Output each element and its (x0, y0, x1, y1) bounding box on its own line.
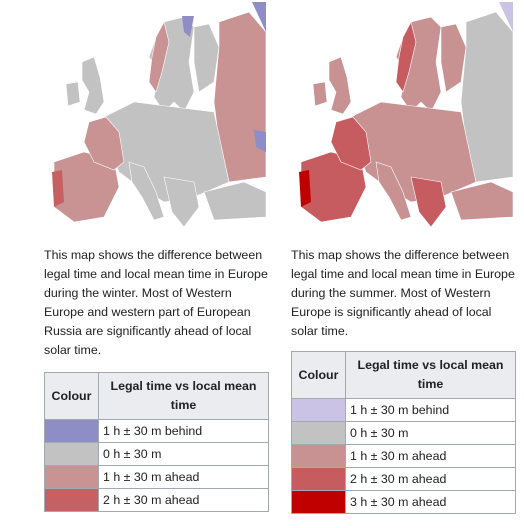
legend-row: 1 h ± 30 m behind (44, 419, 269, 443)
legend-label: 2 h ± 30 m ahead (345, 467, 516, 491)
legend-row: 1 h ± 30 m ahead (44, 465, 269, 489)
summer-europe-map[interactable] (291, 2, 513, 238)
colour-header: Colour (44, 372, 99, 420)
winter-europe-map[interactable] (44, 2, 266, 238)
colour-swatch (44, 419, 99, 443)
legal-time-header: Legal time vs local mean time (98, 372, 269, 420)
colour-swatch (291, 398, 346, 422)
legend-row: 1 h ± 30 m behind (291, 398, 516, 422)
legend-row: 0 h ± 30 m (291, 421, 516, 445)
colour-swatch (291, 421, 346, 445)
legend-label: 1 h ± 30 m behind (98, 419, 269, 443)
winter-panel: This map shows the difference between le… (44, 0, 276, 512)
colour-header: Colour (291, 351, 346, 399)
winter-legend-table: Colour Legal time vs local mean time 1 h… (44, 372, 269, 512)
legend-label: 0 h ± 30 m (345, 421, 516, 445)
colour-swatch (291, 490, 346, 514)
colour-swatch (44, 442, 99, 466)
summer-panel: This map shows the difference between le… (291, 0, 523, 514)
legend-label: 2 h ± 30 m ahead (98, 488, 269, 512)
summer-caption: This map shows the difference between le… (291, 248, 515, 338)
legend-row: 3 h ± 30 m ahead (291, 490, 516, 514)
legal-time-header: Legal time vs local mean time (345, 351, 516, 399)
colour-swatch (44, 465, 99, 489)
legend-label: 1 h ± 30 m ahead (345, 444, 516, 468)
colour-swatch (291, 467, 346, 491)
colour-swatch (291, 444, 346, 468)
summer-legend-table: Colour Legal time vs local mean time 1 h… (291, 351, 516, 514)
legend-label: 1 h ± 30 m behind (345, 398, 516, 422)
legend-label: 0 h ± 30 m (98, 442, 269, 466)
legend-label: 1 h ± 30 m ahead (98, 465, 269, 489)
legend-row: 2 h ± 30 m ahead (44, 488, 269, 512)
winter-caption: This map shows the difference between le… (44, 248, 268, 357)
legend-row: 1 h ± 30 m ahead (291, 444, 516, 468)
legend-row: 2 h ± 30 m ahead (291, 467, 516, 491)
legend-row: 0 h ± 30 m (44, 442, 269, 466)
legend-label: 3 h ± 30 m ahead (345, 490, 516, 514)
colour-swatch (44, 488, 99, 512)
